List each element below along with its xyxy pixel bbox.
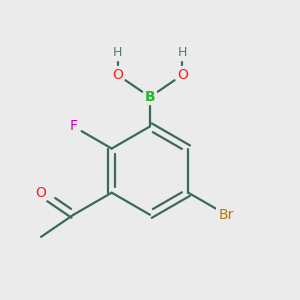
FancyBboxPatch shape	[176, 67, 188, 83]
FancyBboxPatch shape	[35, 184, 47, 201]
FancyBboxPatch shape	[144, 89, 156, 105]
FancyBboxPatch shape	[68, 118, 79, 134]
Text: H: H	[113, 46, 122, 59]
Text: H: H	[178, 46, 187, 59]
Text: Br: Br	[219, 208, 234, 222]
Text: O: O	[112, 68, 123, 82]
Text: H: H	[178, 46, 187, 59]
FancyBboxPatch shape	[112, 45, 124, 61]
FancyBboxPatch shape	[176, 45, 188, 61]
FancyBboxPatch shape	[176, 45, 188, 61]
Text: Br: Br	[219, 208, 234, 222]
Text: H: H	[113, 46, 122, 59]
Text: B: B	[145, 90, 155, 104]
FancyBboxPatch shape	[144, 89, 156, 105]
FancyBboxPatch shape	[112, 45, 124, 61]
Text: O: O	[36, 186, 46, 200]
Text: H: H	[178, 46, 187, 59]
Text: O: O	[36, 186, 46, 200]
FancyBboxPatch shape	[112, 45, 124, 61]
FancyBboxPatch shape	[68, 118, 79, 134]
Text: O: O	[177, 68, 188, 82]
Text: O: O	[112, 68, 123, 82]
Text: O: O	[177, 68, 188, 82]
FancyBboxPatch shape	[112, 67, 124, 83]
FancyBboxPatch shape	[112, 67, 124, 83]
FancyBboxPatch shape	[176, 45, 188, 61]
FancyBboxPatch shape	[176, 67, 188, 83]
Text: F: F	[69, 119, 77, 134]
FancyBboxPatch shape	[35, 184, 47, 201]
FancyBboxPatch shape	[216, 207, 237, 223]
Text: H: H	[113, 46, 122, 59]
Text: F: F	[69, 119, 77, 134]
FancyBboxPatch shape	[216, 207, 237, 223]
Text: B: B	[145, 90, 155, 104]
